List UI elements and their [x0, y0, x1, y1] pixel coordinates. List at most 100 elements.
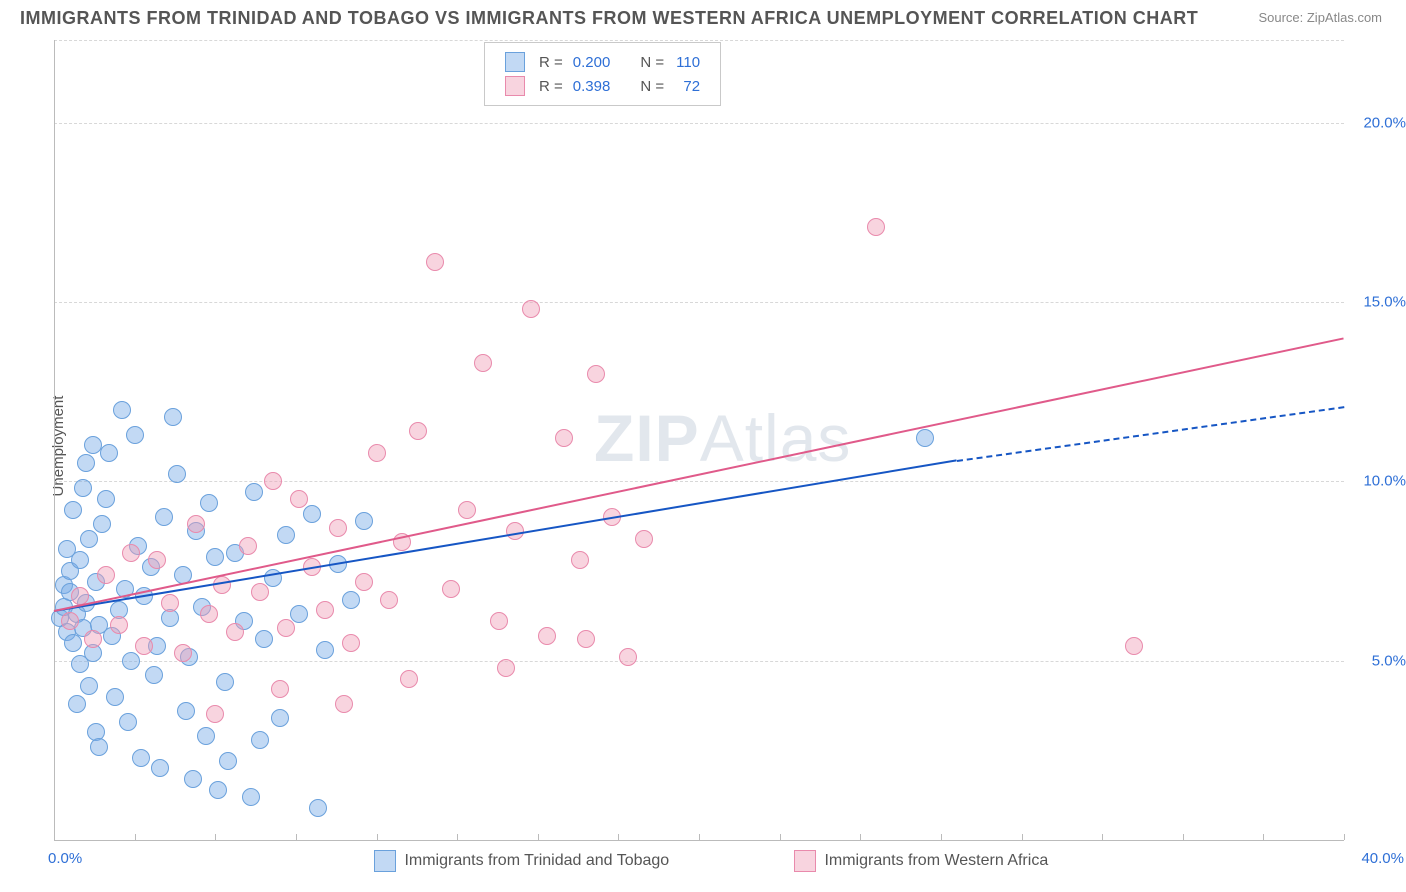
scatter-point	[239, 537, 257, 555]
trend-line	[54, 338, 1344, 613]
scatter-point	[113, 401, 131, 419]
scatter-point	[90, 738, 108, 756]
scatter-point	[316, 641, 334, 659]
scatter-point	[355, 512, 373, 530]
legend-n-label: N =	[636, 51, 668, 73]
scatter-point	[197, 727, 215, 745]
gridline-horizontal	[54, 481, 1344, 482]
scatter-point	[635, 530, 653, 548]
scatter-point	[316, 601, 334, 619]
scatter-point	[80, 677, 98, 695]
legend-swatch	[505, 76, 525, 96]
scatter-point	[251, 583, 269, 601]
scatter-point	[400, 670, 418, 688]
scatter-point	[80, 530, 98, 548]
watermark-atlas: Atlas	[700, 401, 852, 475]
scatter-point	[251, 731, 269, 749]
legend-r-label: R =	[535, 51, 567, 73]
x-tick-label-max: 40.0%	[1361, 850, 1404, 867]
scatter-point	[206, 548, 224, 566]
watermark-zip: ZIP	[594, 401, 700, 475]
scatter-point	[619, 648, 637, 666]
scatter-point	[277, 526, 295, 544]
scatter-point	[122, 544, 140, 562]
chart-title: IMMIGRANTS FROM TRINIDAD AND TOBAGO VS I…	[20, 8, 1198, 29]
watermark: ZIPAtlas	[594, 400, 851, 476]
scatter-point	[119, 713, 137, 731]
scatter-point	[110, 616, 128, 634]
scatter-point	[206, 705, 224, 723]
scatter-point	[409, 422, 427, 440]
scatter-point	[161, 594, 179, 612]
legend-r-value: 0.200	[569, 51, 615, 73]
scatter-point	[342, 591, 360, 609]
scatter-point	[577, 630, 595, 648]
gridline-horizontal	[54, 123, 1344, 124]
scatter-point	[1125, 637, 1143, 655]
scatter-point	[426, 253, 444, 271]
y-tick-label: 10.0%	[1363, 473, 1406, 490]
y-axis	[54, 40, 55, 840]
scatter-point	[264, 472, 282, 490]
x-axis	[54, 840, 1344, 841]
scatter-point	[177, 702, 195, 720]
scatter-point	[242, 788, 260, 806]
legend-swatch	[374, 850, 396, 872]
scatter-point	[587, 365, 605, 383]
scatter-point	[168, 465, 186, 483]
scatter-point	[122, 652, 140, 670]
scatter-point	[200, 605, 218, 623]
y-tick-label: 5.0%	[1372, 652, 1406, 669]
scatter-point	[187, 515, 205, 533]
scatter-point	[145, 666, 163, 684]
scatter-point	[151, 759, 169, 777]
legend-swatch	[505, 52, 525, 72]
scatter-point	[106, 688, 124, 706]
scatter-point	[97, 566, 115, 584]
scatter-point	[61, 612, 79, 630]
scatter-point	[184, 770, 202, 788]
scatter-point	[68, 695, 86, 713]
scatter-point	[77, 454, 95, 472]
scatter-point	[490, 612, 508, 630]
scatter-point	[916, 429, 934, 447]
gridline-horizontal	[54, 302, 1344, 303]
legend-series-label: Immigrants from Trinidad and Tobago	[404, 852, 669, 869]
gridline-horizontal	[54, 661, 1344, 662]
scatter-point	[309, 799, 327, 817]
scatter-point	[200, 494, 218, 512]
plot-area: ZIPAtlas 5.0%10.0%15.0%20.0%0.0%40.0%R =…	[54, 40, 1344, 840]
scatter-point	[209, 781, 227, 799]
legend-r-value: 0.398	[569, 75, 615, 97]
scatter-point	[245, 483, 263, 501]
scatter-point	[132, 749, 150, 767]
scatter-point	[867, 218, 885, 236]
scatter-point	[148, 551, 166, 569]
scatter-point	[442, 580, 460, 598]
scatter-point	[277, 619, 295, 637]
legend-series-item: Immigrants from Trinidad and Tobago	[374, 850, 669, 872]
scatter-point	[97, 490, 115, 508]
scatter-point	[71, 551, 89, 569]
scatter-point	[219, 752, 237, 770]
scatter-point	[74, 479, 92, 497]
scatter-point	[126, 426, 144, 444]
scatter-point	[271, 709, 289, 727]
scatter-point	[342, 634, 360, 652]
scatter-point	[290, 605, 308, 623]
legend-correlation-box: R =0.200N =110R =0.398N =72	[484, 42, 721, 106]
scatter-point	[303, 505, 321, 523]
scatter-point	[64, 501, 82, 519]
scatter-point	[571, 551, 589, 569]
x-tick-label-min: 0.0%	[48, 850, 82, 867]
scatter-point	[216, 673, 234, 691]
legend-r-label: R =	[535, 75, 567, 97]
scatter-point	[368, 444, 386, 462]
scatter-point	[271, 680, 289, 698]
legend-n-value: 110	[670, 51, 704, 73]
scatter-point	[458, 501, 476, 519]
scatter-point	[522, 300, 540, 318]
scatter-point	[335, 695, 353, 713]
scatter-point	[93, 515, 111, 533]
legend-series-label: Immigrants from Western Africa	[824, 852, 1048, 869]
